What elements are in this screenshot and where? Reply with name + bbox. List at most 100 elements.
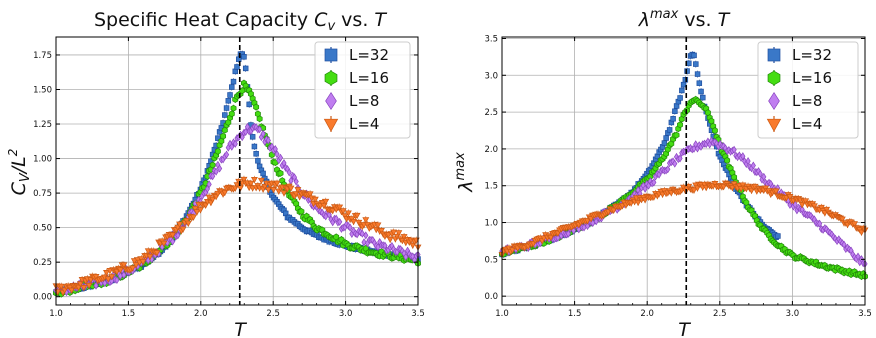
legend-label-L4: L=4: [349, 115, 379, 133]
x-tick-label: 2.0: [640, 309, 654, 319]
legend-box: [314, 41, 411, 139]
data-point: [761, 172, 767, 181]
legend-label-L8: L=8: [792, 92, 822, 110]
data-point: [634, 199, 642, 207]
data-point: [253, 151, 259, 157]
y-tick-label: 1.00: [33, 155, 52, 165]
data-point: [225, 119, 232, 126]
data-point: [359, 229, 365, 238]
data-point: [311, 196, 319, 204]
data-point: [390, 229, 398, 236]
data-point: [576, 225, 582, 234]
x-tick-label: 2.0: [194, 309, 208, 319]
data-point: [220, 132, 227, 140]
data-point: [711, 181, 719, 188]
data-point: [306, 191, 314, 198]
chart-left-y-axis-label: CV/L2: [6, 149, 33, 196]
legend-label-L16: L=16: [792, 69, 832, 87]
data-point: [347, 223, 353, 232]
data-point: [377, 228, 385, 235]
square-marker-icon: [767, 48, 781, 62]
data-point: [223, 105, 230, 111]
data-point: [206, 180, 212, 189]
data-point: [750, 161, 756, 170]
data-point: [696, 80, 703, 86]
data-point: [184, 220, 192, 227]
legend-label-L32: L=32: [349, 46, 389, 64]
data-point: [672, 159, 678, 168]
data-point: [179, 226, 187, 233]
data-point: [153, 250, 161, 257]
legend-label-L16: L=16: [349, 69, 389, 87]
data-point: [196, 207, 204, 214]
data-point: [227, 92, 233, 98]
data-point: [677, 154, 683, 163]
data-point: [242, 65, 249, 72]
data-point: [247, 180, 255, 188]
data-point: [386, 236, 394, 244]
data-point: [68, 287, 76, 294]
data-point: [287, 185, 295, 192]
data-point: [855, 252, 861, 261]
y-tick-label: 1.25: [33, 120, 52, 130]
data-point: [190, 214, 197, 221]
data-point: [711, 127, 718, 134]
data-point: [642, 184, 648, 193]
series-L4: [52, 175, 422, 297]
data-point: [277, 169, 284, 177]
data-point: [209, 161, 216, 169]
data-point: [691, 52, 697, 59]
data-point: [672, 108, 678, 114]
data-point: [677, 121, 683, 129]
data-point: [130, 258, 138, 265]
data-point: [246, 101, 252, 108]
data-point: [251, 143, 258, 150]
data-point: [57, 283, 65, 290]
data-point: [350, 218, 358, 226]
data-point: [217, 164, 223, 173]
data-point: [253, 103, 260, 111]
data-point: [255, 158, 261, 164]
data-point: [280, 190, 288, 197]
chart-left-legend: L=32 L=16 L=8 L=4: [314, 41, 411, 139]
chart-right-y-axis-label: λmax: [453, 152, 477, 193]
data-point: [218, 137, 225, 145]
data-point: [294, 187, 302, 194]
y-tick-label: 0.0: [484, 292, 498, 302]
data-point: [651, 178, 657, 187]
x-tick-label: 1.5: [122, 309, 136, 319]
data-point: [293, 177, 299, 186]
triangle-down-marker-icon: [323, 118, 339, 132]
data-point: [403, 252, 409, 261]
legend-label-L4: L=4: [792, 115, 822, 133]
y-tick-label: 3.5: [484, 34, 498, 44]
data-point: [257, 125, 263, 134]
data-point: [214, 147, 221, 155]
data-point: [565, 229, 571, 238]
data-point: [249, 134, 256, 140]
data-point: [232, 139, 238, 148]
x-tick-label: 1.0: [49, 309, 63, 319]
data-point: [85, 282, 93, 290]
data-point: [102, 279, 108, 288]
y-tick-label: 0.75: [33, 189, 52, 199]
data-point: [786, 194, 794, 201]
chart-left-x-axis-label: T: [234, 319, 247, 338]
data-point: [241, 54, 247, 60]
data-point: [213, 167, 219, 176]
square-marker-icon: [324, 48, 338, 62]
y-tick-label: 1.75: [33, 51, 52, 61]
data-point: [175, 231, 181, 240]
legend-label-L32: L=32: [792, 46, 832, 64]
data-point: [191, 206, 199, 213]
data-point: [260, 129, 266, 138]
data-point: [693, 61, 699, 67]
data-point: [277, 153, 284, 162]
data-point: [92, 274, 100, 281]
data-point: [265, 136, 271, 145]
y-tick-label: 0.25: [33, 258, 52, 268]
data-point: [374, 222, 382, 229]
plot-frame: [55, 36, 419, 306]
data-point: [260, 170, 266, 177]
data-point: [215, 135, 221, 141]
